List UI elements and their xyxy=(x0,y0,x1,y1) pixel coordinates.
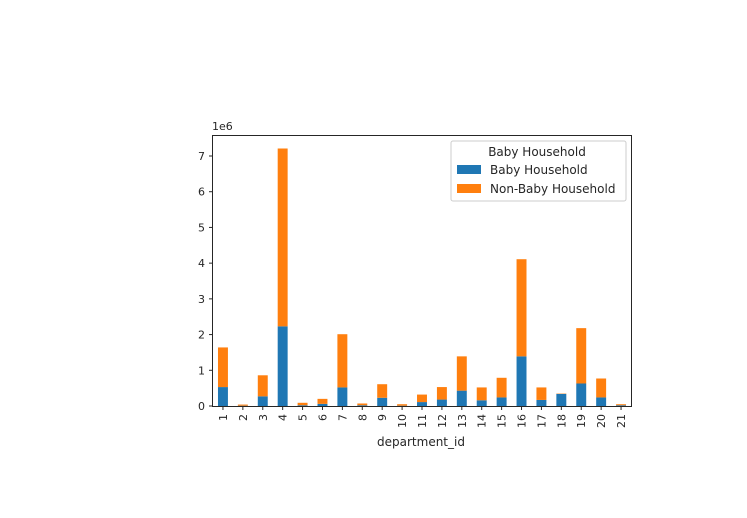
y-tick-label: 7 xyxy=(198,150,205,163)
x-tick-label: 5 xyxy=(297,414,310,421)
x-tick-label: 12 xyxy=(436,414,449,428)
x-tick-label: 2 xyxy=(237,414,250,421)
bar-baby-dept-9 xyxy=(377,398,387,406)
x-tick-label: 16 xyxy=(516,414,529,428)
bar-baby-dept-8 xyxy=(357,405,367,406)
x-tick-label: 15 xyxy=(496,414,509,428)
x-tick-label: 11 xyxy=(416,414,429,428)
x-tick-label: 19 xyxy=(575,414,588,428)
bar-non-baby-dept-8 xyxy=(357,404,367,406)
x-tick-label: 18 xyxy=(555,414,568,428)
bar-baby-dept-20 xyxy=(596,397,606,406)
bar-non-baby-dept-2 xyxy=(238,405,248,406)
bar-baby-dept-15 xyxy=(497,397,507,406)
x-tick-label: 6 xyxy=(316,414,329,421)
legend-label-non-baby: Non-Baby Household xyxy=(490,182,615,196)
bar-non-baby-dept-7 xyxy=(337,334,347,387)
bar-non-baby-dept-13 xyxy=(457,356,467,390)
x-tick-label: 8 xyxy=(356,414,369,421)
bar-baby-dept-1 xyxy=(218,387,228,406)
y-tick-label: 6 xyxy=(198,186,205,199)
legend-swatch-non-baby xyxy=(457,184,481,193)
bar-non-baby-dept-5 xyxy=(298,403,308,406)
bar-non-baby-dept-1 xyxy=(218,347,228,387)
bar-non-baby-dept-17 xyxy=(536,387,546,400)
y-tick-label: 1 xyxy=(198,364,205,377)
bar-baby-dept-16 xyxy=(517,356,527,406)
bar-non-baby-dept-19 xyxy=(576,328,586,383)
x-tick-label: 7 xyxy=(336,414,349,421)
bar-non-baby-dept-4 xyxy=(278,149,288,327)
bar-non-baby-dept-12 xyxy=(437,387,447,400)
bar-non-baby-dept-9 xyxy=(377,384,387,398)
bar-non-baby-dept-20 xyxy=(596,379,606,398)
bar-non-baby-dept-11 xyxy=(417,395,427,403)
y-tick-label: 0 xyxy=(198,400,205,413)
y-tick-label: 4 xyxy=(198,257,205,270)
y-tick-label: 2 xyxy=(198,329,205,342)
x-tick-label: 1 xyxy=(217,414,230,421)
bar-baby-dept-3 xyxy=(258,396,268,406)
x-tick-label: 14 xyxy=(476,414,489,428)
x-tick-label: 10 xyxy=(396,414,409,428)
x-tick-label: 13 xyxy=(456,414,469,428)
x-tick-label: 4 xyxy=(277,414,290,421)
bar-non-baby-dept-3 xyxy=(258,375,268,396)
legend-title: Baby Household xyxy=(488,145,586,159)
x-axis-label: department_id xyxy=(377,435,465,449)
y-tick-label: 3 xyxy=(198,293,205,306)
bar-non-baby-dept-15 xyxy=(497,378,507,398)
bar-baby-dept-6 xyxy=(318,404,328,406)
legend: Baby Household Baby Household Non-Baby Ho… xyxy=(451,141,626,201)
x-tick-label: 20 xyxy=(595,414,608,428)
bar-non-baby-dept-16 xyxy=(517,259,527,356)
legend-label-baby: Baby Household xyxy=(490,163,588,177)
bar-baby-dept-11 xyxy=(417,402,427,406)
legend-swatch-baby xyxy=(457,165,481,174)
bar-non-baby-dept-6 xyxy=(318,399,328,404)
bar-baby-dept-7 xyxy=(337,387,347,406)
bar-baby-dept-17 xyxy=(536,400,546,406)
bar-baby-dept-18 xyxy=(556,394,566,406)
bar-baby-dept-4 xyxy=(278,326,288,406)
bar-baby-dept-19 xyxy=(576,384,586,407)
bar-non-baby-dept-10 xyxy=(397,404,407,406)
bar-baby-dept-14 xyxy=(477,400,487,406)
bar-baby-dept-5 xyxy=(298,405,308,406)
x-tick-label: 3 xyxy=(257,414,270,421)
y-tick-label: 5 xyxy=(198,221,205,234)
x-tick-label: 17 xyxy=(535,414,548,428)
bar-non-baby-dept-14 xyxy=(477,387,487,400)
x-tick-label: 9 xyxy=(376,414,389,421)
y-axis-multiplier: 1e6 xyxy=(212,120,233,133)
x-tick-label: 21 xyxy=(615,414,628,428)
bar-baby-dept-12 xyxy=(437,400,447,406)
bar-baby-dept-13 xyxy=(457,391,467,406)
bar-non-baby-dept-21 xyxy=(616,404,626,405)
bar-baby-dept-21 xyxy=(616,405,626,406)
